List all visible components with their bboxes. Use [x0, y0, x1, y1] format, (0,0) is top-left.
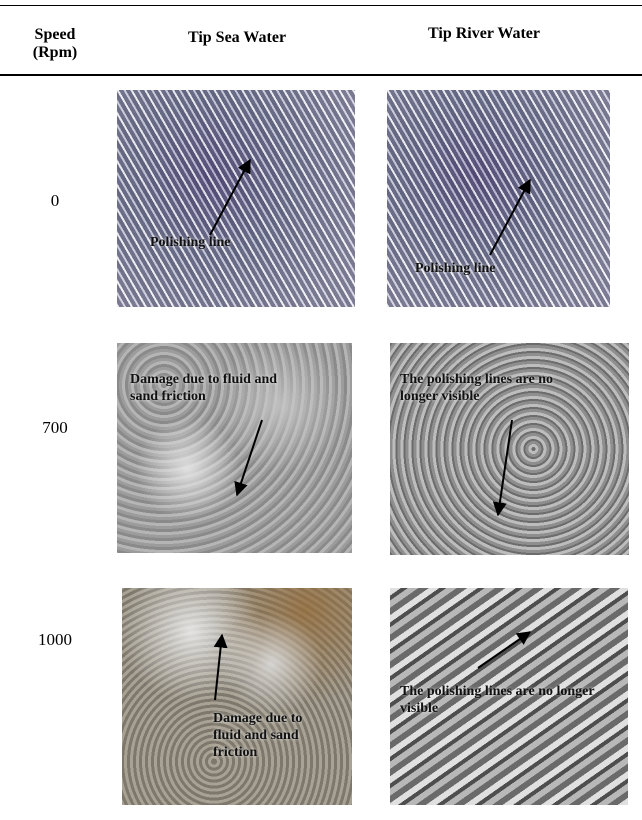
annotation: Damage due to fluid and sand friction	[130, 372, 278, 404]
annotation: Polishing line	[415, 261, 496, 276]
header-cell: Speed (Rpm)	[32, 26, 78, 61]
header-cell: Tip River Water	[428, 25, 540, 42]
micrograph: Damage due to fluid and sand friction	[122, 588, 352, 805]
header-cell: Tip Sea Water	[187, 29, 287, 46]
micrograph: The polishing lines are no longer visibl…	[390, 343, 629, 555]
micrograph: The polishing lines are no longer visibl…	[390, 588, 628, 805]
header-rule	[0, 74, 642, 76]
arrow	[234, 419, 263, 497]
arrow	[209, 158, 251, 236]
annotation: The polishing lines are no longer visibl…	[400, 372, 554, 404]
top-rule	[0, 5, 642, 6]
micrograph: Polishing line	[387, 90, 610, 307]
arrow	[489, 178, 531, 256]
annotation: The polishing lines are no longer visibl…	[400, 684, 595, 716]
micrograph: Polishing line	[117, 90, 355, 307]
arrow	[477, 631, 532, 669]
speed-cell: 1000	[38, 630, 72, 649]
micrograph: Damage due to fluid and sand friction	[117, 343, 352, 553]
speed-cell: 700	[42, 418, 68, 437]
arrow	[492, 419, 513, 517]
annotation: Polishing line	[150, 235, 231, 250]
speed-cell: 0	[50, 191, 60, 210]
arrow	[213, 633, 228, 701]
annotation: Damage due to fluid and sand friction	[213, 711, 303, 760]
